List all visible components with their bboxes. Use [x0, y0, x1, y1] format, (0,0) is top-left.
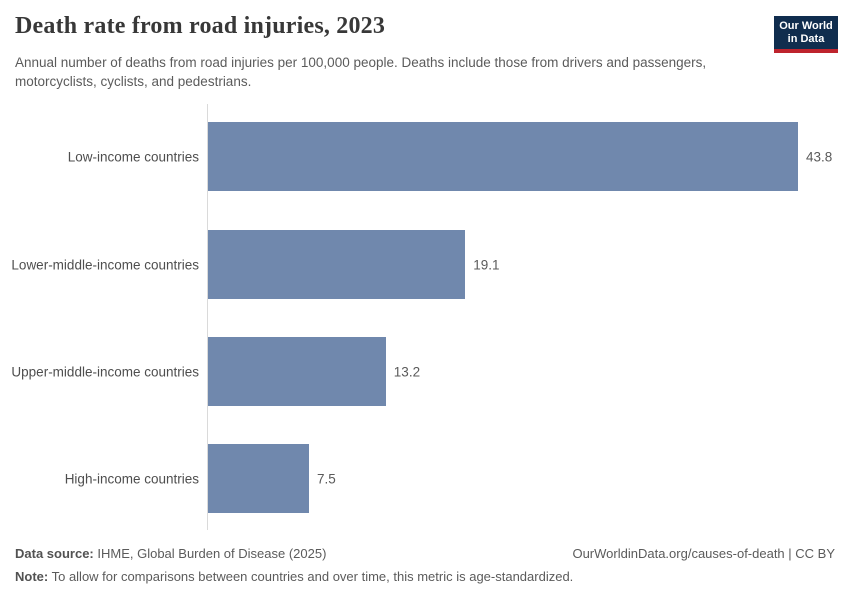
category-label: Lower-middle-income countries: [11, 257, 199, 272]
value-label: 19.1: [473, 257, 500, 272]
owid-logo[interactable]: Our World in Data: [774, 16, 838, 54]
category-label: High-income countries: [64, 471, 199, 486]
bar[interactable]: [208, 122, 798, 191]
note-label: Note:: [15, 569, 49, 584]
bar[interactable]: [208, 230, 466, 299]
data-source-label: Data source:: [15, 546, 94, 561]
value-label: 13.2: [393, 364, 421, 379]
bar-row: Upper-middle-income countries 13.2: [0, 337, 850, 406]
owid-logo-line2: in Data: [787, 33, 825, 46]
page-title: Death rate from road injuries, 2023: [15, 13, 386, 39]
owid-citation-link[interactable]: OurWorldinData.org/causes-of-death | CC …: [572, 546, 835, 561]
category-label: Low-income countries: [67, 149, 199, 164]
owid-logo-line1: Our World: [779, 20, 833, 32]
category-label: Upper-middle-income countries: [11, 364, 199, 379]
value-label: 43.8: [806, 149, 833, 164]
value-label: 7.5: [317, 471, 336, 486]
footer-source-row: Data source: IHME, Global Burden of Dise…: [15, 546, 835, 561]
bar[interactable]: [208, 337, 386, 406]
y-axis-line: [207, 104, 208, 530]
footer-note-row: Note: To allow for comparisons between c…: [15, 569, 835, 584]
bar-row: Low-income countries 43.8: [0, 122, 850, 191]
note-text: To allow for comparisons between countri…: [48, 569, 574, 584]
bar-row: Lower-middle-income countries 19.1: [0, 230, 850, 299]
bar[interactable]: [208, 444, 310, 513]
chart-subtitle: Annual number of deaths from road injuri…: [15, 55, 707, 90]
data-source-text: Data source: IHME, Global Burden of Dise…: [15, 546, 327, 561]
bar-row: High-income countries 7.5: [0, 444, 850, 513]
